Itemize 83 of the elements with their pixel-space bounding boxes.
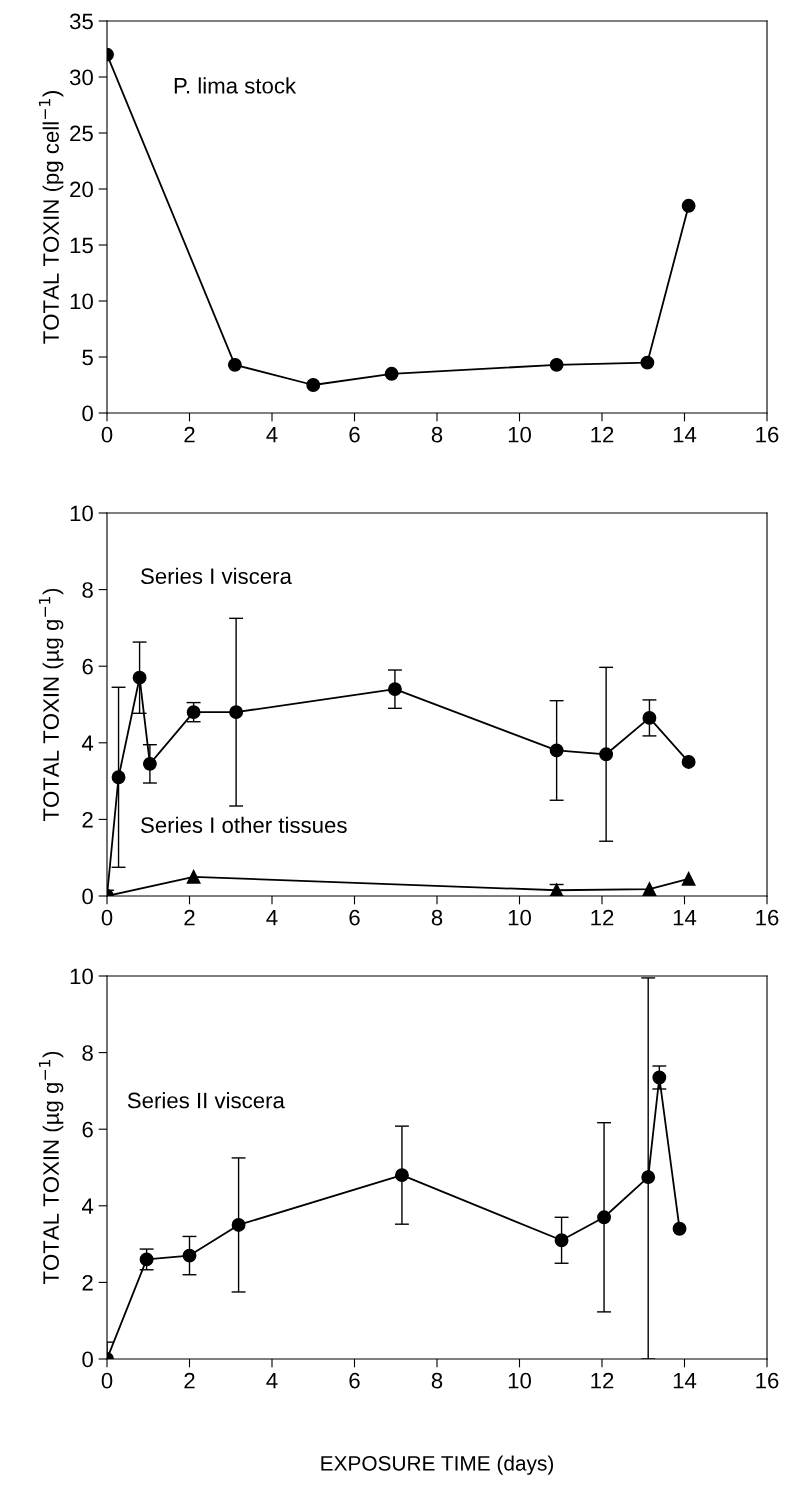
point — [554, 1233, 569, 1248]
x-tick-label: 8 — [431, 909, 443, 926]
x-tick-label: 14 — [673, 427, 697, 443]
point — [132, 670, 147, 685]
y-tick-label: 0 — [82, 405, 93, 422]
x-tick-label: 2 — [184, 1372, 195, 1389]
y-axis-title: TOTAL TOXIN (µg g$^{−1}$) — [38, 588, 64, 822]
y-tick-label: 0 — [82, 1351, 93, 1368]
point — [642, 882, 657, 896]
point — [681, 198, 696, 213]
y-tick-label: 8 — [82, 582, 93, 598]
x-tick-label: 2 — [184, 909, 195, 926]
point — [549, 357, 564, 372]
point — [642, 710, 657, 725]
x-tick-label: 12 — [591, 426, 614, 443]
y-tick-label: 25 — [70, 125, 93, 142]
x-tick-label: 2 — [184, 426, 195, 443]
x-tick-label: 14 — [673, 910, 697, 926]
x-tick-label: 10 — [508, 426, 531, 443]
y-tick-label: 10 — [70, 505, 93, 522]
y-tick-label: 6 — [82, 1121, 93, 1138]
text: Series II viscera — [127, 1092, 285, 1109]
x-tick-label: 12 — [591, 909, 614, 926]
x-tick-label: 10 — [508, 909, 531, 926]
point — [640, 355, 655, 370]
y-tick-label: 10 — [70, 968, 93, 985]
point — [306, 378, 321, 392]
x-tick-label: 16 — [756, 426, 779, 443]
point — [384, 366, 399, 381]
y-tick-label: 35 — [69, 13, 93, 30]
y-tick-label: 0 — [82, 888, 93, 905]
y-axis-title: TOTAL TOXIN (pg cell$^{−1}$) — [38, 91, 64, 344]
point — [641, 1170, 656, 1185]
point — [139, 1252, 154, 1267]
annotation: Series I viscera — [141, 567, 292, 585]
y-tick-label: 2 — [82, 1274, 93, 1291]
y-tick-label: 15 — [70, 237, 93, 254]
x-tick-label: 4 — [266, 1373, 278, 1389]
x-tick-label: 6 — [349, 426, 360, 443]
x-tick-label: 12 — [591, 1372, 614, 1389]
x-tick-label: 14 — [673, 1373, 697, 1389]
point — [681, 871, 696, 886]
point — [387, 682, 402, 697]
y-tick-label: 5 — [82, 349, 93, 366]
point — [599, 747, 614, 762]
x-axis-title: EXPOSURE TIME (days) — [321, 1455, 554, 1475]
y-tick-label: 4 — [81, 735, 94, 751]
point — [681, 755, 696, 769]
y-tick-label: 30 — [69, 69, 93, 86]
x-tick-label: 6 — [349, 1372, 360, 1389]
point — [111, 770, 126, 785]
point — [672, 1221, 687, 1236]
x-tick-label: 10 — [508, 1372, 531, 1389]
y-tick-label: 6 — [82, 658, 93, 675]
point — [231, 1218, 246, 1232]
point — [597, 1210, 612, 1225]
point — [186, 705, 201, 720]
y-tick-label: 20 — [70, 181, 93, 198]
point — [142, 756, 157, 771]
x-tick-label: 0 — [101, 909, 113, 926]
y-tick-label: 10 — [70, 293, 93, 310]
y-tick-label: 4 — [81, 1198, 94, 1214]
x-tick-label: 8 — [431, 1372, 443, 1389]
text: P. lima stock — [174, 77, 297, 94]
x-tick-label: 6 — [349, 909, 360, 926]
y-axis-title: TOTAL TOXIN (µg g$^{−1}$) — [38, 1051, 64, 1285]
y-tick-label: 8 — [82, 1045, 93, 1061]
x-tick-label: 8 — [431, 426, 443, 443]
annotation: Series I other tissues — [141, 816, 347, 834]
x-tick-label: 16 — [756, 909, 779, 926]
x-tick-label: 4 — [266, 427, 278, 443]
x-tick-label: 0 — [101, 1372, 113, 1389]
point — [394, 1168, 409, 1183]
x-tick-label: 4 — [266, 910, 278, 926]
point — [186, 869, 201, 884]
point — [182, 1248, 197, 1263]
point — [229, 705, 244, 720]
point — [549, 743, 564, 758]
x-tick-label: 16 — [756, 1372, 779, 1389]
point — [227, 357, 242, 372]
point — [652, 1070, 667, 1085]
y-tick-label: 2 — [82, 811, 93, 828]
x-tick-label: 0 — [101, 426, 113, 443]
